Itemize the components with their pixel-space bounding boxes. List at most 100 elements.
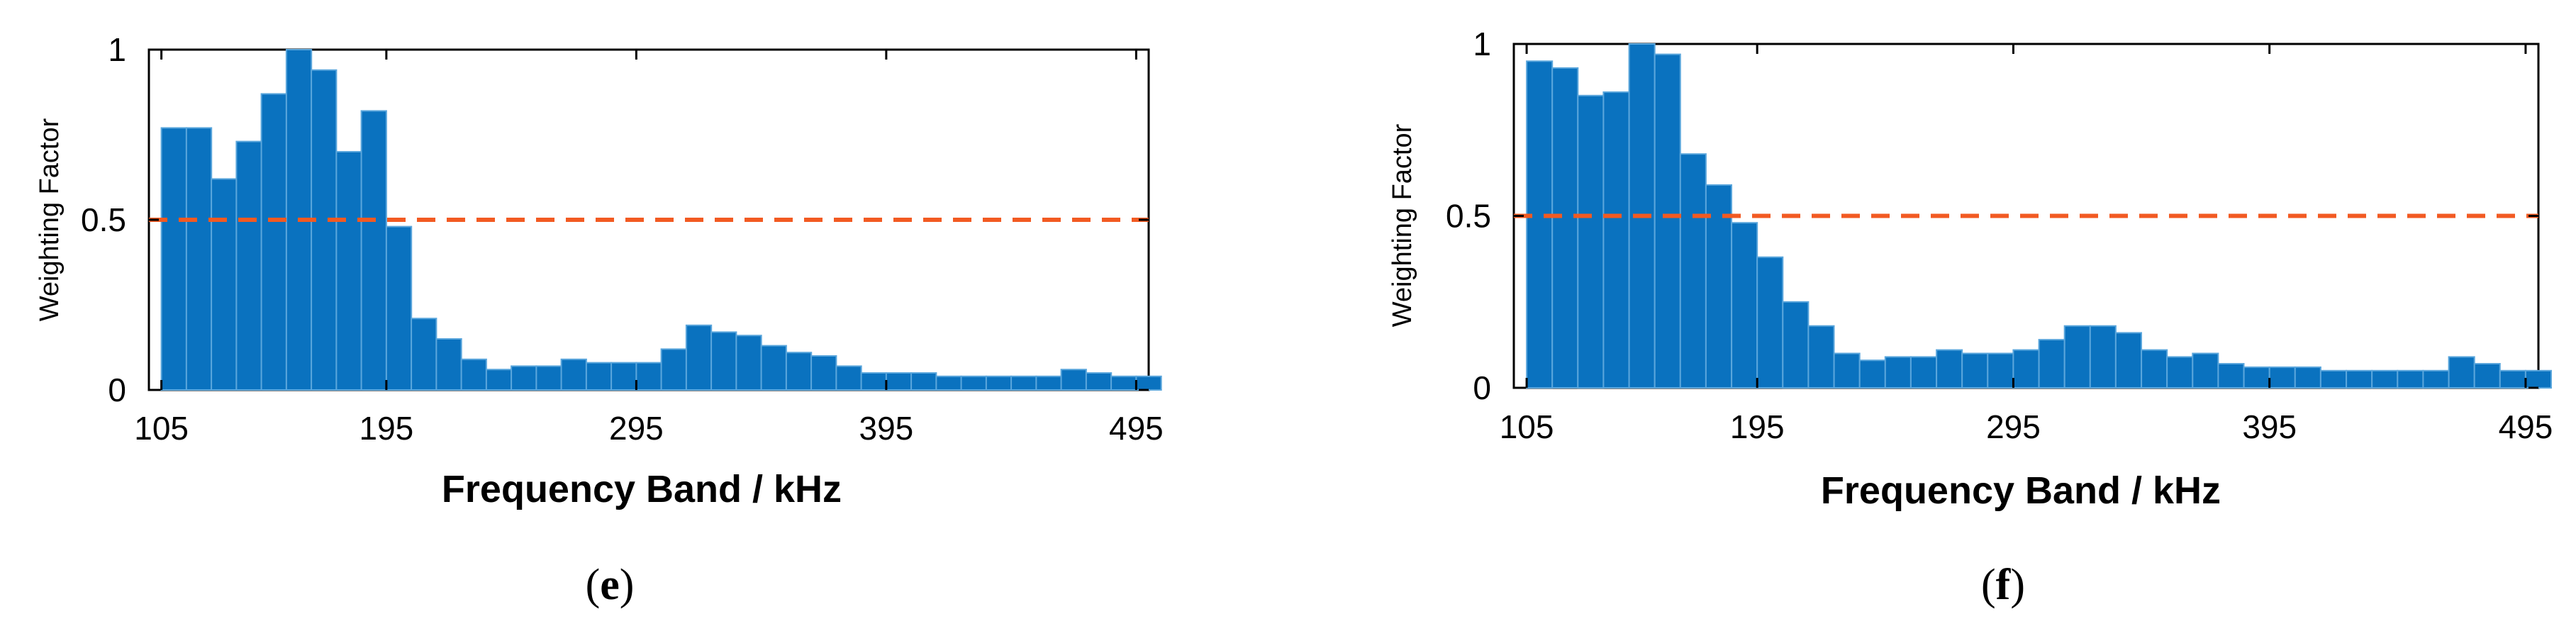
y-tick-label: 0: [1473, 369, 1491, 406]
caption-close-paren: ): [620, 561, 635, 609]
bar: [511, 365, 537, 391]
y-axis-label: Weighting Factor: [35, 118, 65, 321]
bar: [810, 355, 837, 391]
bar: [535, 365, 562, 391]
bar: [1833, 352, 1861, 389]
bar: [2268, 366, 2296, 389]
x-axis-label: Frequency Band / kHz: [442, 468, 842, 510]
bar: [1731, 222, 1758, 389]
bar: [785, 352, 813, 391]
bar: [585, 362, 613, 391]
panel-caption: (e): [586, 561, 635, 609]
bar: [2012, 349, 2040, 389]
bar: [1987, 352, 2014, 389]
bar: [760, 345, 787, 391]
x-axis-label: Frequency Band / kHz: [1821, 469, 2221, 512]
caption-close-paren: ): [2010, 561, 2025, 609]
bar: [1110, 375, 1137, 391]
bar: [2371, 369, 2399, 389]
caption-open-paren: (: [1981, 561, 1996, 609]
bar: [1961, 352, 1989, 389]
x-tick-label: 395: [859, 410, 914, 447]
bar: [2473, 363, 2501, 389]
bar: [860, 372, 887, 391]
bar: [2063, 325, 2091, 389]
bar: [260, 93, 287, 391]
bar: [1909, 356, 1937, 389]
bar: [1936, 349, 1963, 389]
bar: [460, 358, 487, 391]
bar: [2243, 366, 2270, 389]
y-tick-label: 1: [108, 31, 126, 68]
bar: [1551, 67, 1579, 389]
caption-letter: f: [1996, 561, 2012, 609]
bar: [835, 365, 862, 391]
bar: [2166, 356, 2194, 389]
x-axis: 105 195 295 395 495: [134, 50, 1164, 447]
bar: [335, 151, 362, 391]
bar: [1526, 60, 1554, 389]
bar: [1085, 372, 1113, 391]
bar: [1654, 53, 1681, 389]
bar: [560, 358, 587, 391]
bar: [2089, 325, 2117, 389]
bar: [2192, 352, 2219, 389]
bar: [185, 127, 213, 391]
bar: [1782, 301, 1810, 389]
x-axis: 105 195 295 395 495: [1500, 44, 2553, 445]
bar: [1577, 94, 1605, 389]
bar: [385, 225, 413, 391]
panel-caption: (f): [1981, 561, 2025, 609]
bar: [710, 331, 737, 391]
y-tick-label: 0: [108, 372, 126, 408]
x-tick-label: 105: [1500, 408, 1554, 445]
bar: [1756, 256, 1784, 389]
x-tick-label: 295: [1986, 408, 2041, 445]
bar: [2499, 369, 2526, 389]
x-tick-label: 395: [2242, 408, 2297, 445]
bar: [735, 335, 762, 391]
bar: [2524, 369, 2552, 389]
bar: [2294, 366, 2321, 389]
bar: [635, 362, 662, 391]
bar: [2422, 369, 2450, 389]
bar: [435, 338, 462, 391]
bar: [935, 375, 962, 391]
panel-e: 00.51 105 195 295 395 495 Weighting Factor F…: [35, 31, 1164, 609]
bar: [1884, 356, 1912, 389]
bar: [685, 324, 713, 391]
x-tick-label: 195: [1730, 408, 1785, 445]
bar: [2397, 369, 2424, 389]
bar: [1602, 91, 1630, 389]
y-tick-label: 0.5: [1446, 198, 1491, 235]
bar: [960, 375, 987, 391]
bar: [1858, 359, 1886, 389]
bar: [1135, 375, 1162, 391]
bar: [2114, 332, 2142, 389]
y-axis: 00.51: [81, 31, 1149, 408]
y-tick-label: 0.5: [81, 201, 126, 238]
bar: [311, 69, 338, 391]
x-tick-label: 195: [359, 410, 414, 447]
bar: [2346, 369, 2373, 389]
bar: [211, 178, 238, 391]
bar: [1060, 369, 1087, 391]
y-axis-label: Weighting Factor: [1388, 123, 1417, 327]
bar: [2319, 369, 2347, 389]
bar: [1807, 325, 1835, 389]
y-tick-label: 1: [1473, 26, 1491, 62]
bar: [1679, 153, 1707, 389]
panel-f: 00.51 105 195 295 395 495 Weighting Factor F…: [1388, 26, 2553, 609]
bar: [985, 375, 1013, 391]
caption-open-paren: (: [586, 561, 601, 609]
bar: [2038, 339, 2065, 389]
bar: [1035, 375, 1062, 391]
bar: [660, 348, 687, 391]
x-tick-label: 495: [1109, 410, 1164, 447]
bar: [160, 127, 187, 391]
x-tick-label: 105: [134, 410, 189, 447]
bar: [885, 372, 913, 391]
bar: [2448, 356, 2475, 389]
bar: [610, 362, 637, 391]
